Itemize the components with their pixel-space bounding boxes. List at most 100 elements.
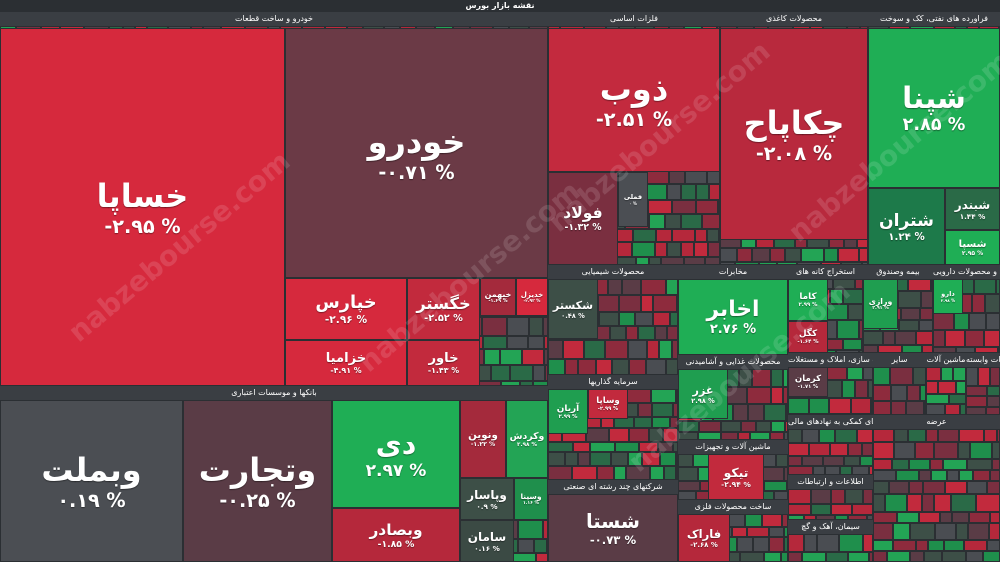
stock-tile: فاراک -۲.۶۸ % xyxy=(678,514,730,562)
stock-tile xyxy=(852,504,873,515)
stock-change: -۲.۹۹ % xyxy=(597,406,619,412)
stock-change: ۰.۹ % xyxy=(476,501,498,511)
stock-tile xyxy=(626,326,638,340)
stock-tile xyxy=(641,295,653,312)
stock-tile xyxy=(763,467,784,481)
stock-tile xyxy=(802,429,819,443)
stock-tile xyxy=(666,279,678,295)
stock-tile xyxy=(619,312,635,326)
stock-tile xyxy=(811,489,831,504)
stock-tile: شپنا ۲.۸۵ % xyxy=(868,28,1000,188)
stock-tile xyxy=(788,443,809,456)
stock-tile xyxy=(848,552,869,562)
stock-change: -۲.۹۵ % xyxy=(104,214,181,238)
stock-tile xyxy=(952,512,969,523)
stock-tile xyxy=(984,330,1000,347)
stock-tile xyxy=(942,551,966,562)
stock-tile xyxy=(573,442,590,452)
stock-tile xyxy=(831,489,845,504)
stock-tile: وبملت ۰.۱۹ % xyxy=(0,400,183,562)
stock-name: دارو xyxy=(941,290,955,298)
stock-tile xyxy=(825,304,848,320)
stock-tile xyxy=(983,551,1000,562)
stock-tile xyxy=(543,520,548,539)
stock-tile xyxy=(670,312,678,326)
stock-tile xyxy=(626,466,650,480)
stock-tile xyxy=(647,340,659,359)
stock-tile xyxy=(762,514,782,527)
stock-tile xyxy=(597,466,614,480)
stock-tile xyxy=(920,308,933,320)
stock-change: ۱.۲۴ % xyxy=(888,230,925,243)
stock-tile xyxy=(737,537,753,552)
stock-tile xyxy=(612,359,629,375)
sector-header: محصولات کاغذی xyxy=(720,12,868,26)
stock-tile xyxy=(628,340,647,359)
stock-tile: ذوب -۲.۵۱ % xyxy=(548,28,720,172)
stock-tile xyxy=(615,442,639,452)
stock-change: -۲.۶۸ % xyxy=(690,541,718,549)
stock-tile xyxy=(859,248,868,262)
stock-change: -۰.۷۱ % xyxy=(378,160,455,184)
stock-tile xyxy=(536,553,548,562)
stock-tile xyxy=(909,481,923,494)
stock-tile xyxy=(739,369,752,387)
stock-tile: شسپا ۲.۹۵ % xyxy=(945,230,1000,265)
stock-tile xyxy=(658,442,673,452)
stock-tile xyxy=(895,331,916,345)
stock-tile xyxy=(533,381,548,386)
stock-tile xyxy=(638,326,655,340)
stock-change: ۲.۹۹ % xyxy=(558,413,578,420)
stock-tile xyxy=(907,385,920,401)
stock-tile: دی ۲.۹۷ % xyxy=(332,400,460,508)
sector-header: ماشین آلات و تجهیزات xyxy=(678,440,788,454)
stock-tile xyxy=(855,279,863,289)
stock-tile xyxy=(851,398,871,414)
stock-tile xyxy=(954,313,969,330)
sector-header: بانکها و موسسات اعتباری xyxy=(0,386,548,400)
stock-tile xyxy=(945,330,965,347)
stock-tile xyxy=(902,345,922,353)
stock-tile xyxy=(750,432,770,440)
stock-change: -۰.۲۵ % xyxy=(219,488,296,512)
stock-tile xyxy=(830,289,843,304)
stock-tile xyxy=(898,291,921,308)
stock-tile xyxy=(990,367,1000,386)
stock-name: خاور xyxy=(428,351,459,366)
stock-tile xyxy=(774,491,788,500)
stock-tile xyxy=(747,387,771,404)
stock-tile: تیکو -۲.۹۴ % xyxy=(708,454,764,500)
stock-tile xyxy=(873,512,897,523)
stock-tile xyxy=(694,242,708,257)
stock-tile xyxy=(924,551,942,562)
stock-tile xyxy=(987,540,1000,551)
stock-change: ۰.۱۹ % xyxy=(57,488,126,512)
stock-name: کاما xyxy=(799,292,817,302)
stock-tile xyxy=(848,443,862,456)
stock-tile xyxy=(940,512,952,523)
stock-tile xyxy=(659,340,672,359)
stock-tile xyxy=(578,359,596,375)
stock-tile xyxy=(919,512,940,523)
stock-tile xyxy=(959,470,973,481)
stock-tile xyxy=(649,428,663,442)
stock-name: چکاپاح xyxy=(743,103,845,142)
stock-tile xyxy=(598,295,619,312)
stock-tile: چکاپاح -۲.۰۸ % xyxy=(720,28,868,240)
stock-tile xyxy=(889,481,909,494)
sector-header: خودرو و ساخت قطعات xyxy=(0,12,548,26)
stock-tile xyxy=(873,481,889,494)
stock-tile xyxy=(771,369,783,387)
sector-header: عرضه xyxy=(873,415,1000,429)
stock-name: شتران xyxy=(879,210,934,231)
stock-tile xyxy=(916,540,928,551)
stock-tile: وسینا ۱.۱۶ % xyxy=(514,478,548,520)
stock-tile xyxy=(801,248,824,262)
stock-tile xyxy=(923,481,945,494)
stock-tile xyxy=(959,429,984,442)
stock-change: -۱.۶۹ % xyxy=(488,299,508,304)
stock-tile xyxy=(830,443,848,456)
stock-tile xyxy=(543,317,548,336)
stock-name: خساپا xyxy=(96,176,189,215)
stock-tile xyxy=(586,428,609,442)
